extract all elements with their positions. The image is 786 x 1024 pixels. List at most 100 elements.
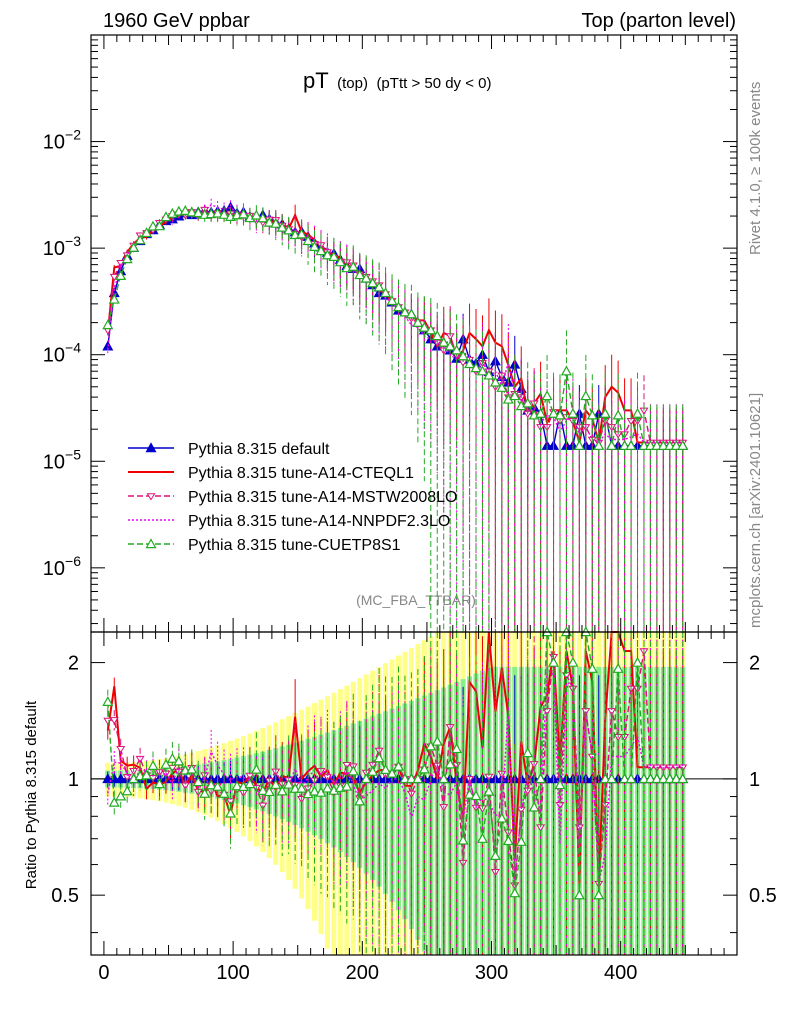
ratio-point: [263, 786, 275, 797]
data-point: [399, 306, 411, 317]
ratio-point: [599, 773, 611, 784]
x-tick-label: 0: [98, 962, 109, 984]
ratio-point: [386, 767, 398, 778]
legend-label: Pythia 8.315 tune-A14-CTEQL1: [188, 465, 414, 482]
ratio-point: [464, 788, 476, 799]
ratio-point: [670, 773, 682, 784]
data-point: [644, 439, 656, 450]
ratio-point: [173, 755, 185, 766]
y-tick-exponent: −5: [65, 446, 81, 462]
data-point: [657, 439, 669, 450]
ratio-point: [225, 807, 237, 818]
ratio-point: [509, 887, 521, 898]
data-point: [457, 350, 469, 361]
series-1: [102, 201, 689, 536]
y-tick-label: 10−6: [43, 553, 81, 580]
data-point: [554, 409, 566, 420]
ratio-point: [451, 743, 463, 754]
data-point: [599, 407, 611, 418]
ratio-point: [166, 752, 178, 763]
y-tick-base: 10: [43, 558, 65, 580]
rivet-label: Rivet 4.1.0, ≥ 100k events: [747, 82, 764, 255]
ratio-point: [619, 773, 631, 784]
data-point: [115, 270, 127, 281]
data-point: [425, 324, 437, 335]
series-line-3: [107, 208, 683, 444]
ratio-point: [483, 785, 495, 796]
ratio-point: [141, 769, 153, 780]
data-point: [560, 365, 572, 376]
ratio-point: [321, 782, 333, 793]
ratio-point: [103, 717, 113, 725]
ratio-point: [496, 812, 508, 823]
data-point: [651, 439, 663, 450]
data-point: [141, 227, 153, 238]
legend-label: Pythia 8.315 tune-CUETP8S1: [188, 537, 401, 554]
ratio-point: [153, 778, 165, 789]
ratio-point: [392, 760, 405, 771]
data-point: [283, 224, 295, 235]
ratio-point: [231, 780, 243, 791]
data-point: [250, 209, 262, 220]
ratio-point: [121, 785, 133, 796]
ratio-y-tick-label: 1: [68, 769, 79, 791]
y-tick-exponent: −2: [65, 127, 81, 143]
ratio-point: [360, 773, 372, 784]
data-point: [276, 221, 288, 232]
ratio-point: [631, 656, 644, 667]
title-sub: (top): [337, 75, 368, 92]
ratio-point: [308, 785, 321, 796]
ratio-point: [476, 832, 488, 843]
ratio-point: [354, 795, 366, 806]
data-point: [347, 260, 359, 271]
mcplots-label: mcplots.cern.ch [arXiv:2401.10621]: [747, 393, 764, 628]
data-point: [541, 390, 553, 401]
data-point: [470, 362, 482, 373]
data-point: [586, 409, 598, 420]
y-tick-label: 10−4: [43, 340, 81, 367]
ratio-point: [289, 782, 301, 793]
ratio-point: [528, 801, 540, 812]
ratio-point: [373, 752, 385, 763]
data-point: [334, 256, 346, 267]
ratio-y-tick-label-right: 1: [749, 769, 760, 791]
legend-entry: Pythia 8.315 default: [128, 441, 330, 458]
main-plot-area: [102, 198, 689, 632]
title-main: pT: [303, 68, 329, 93]
ratio-point: [199, 787, 211, 798]
data-point: [263, 216, 275, 227]
ratio-point: [554, 779, 566, 790]
legend-entry: Pythia 8.315 tune-A14-NNPDF2.3LO: [128, 513, 450, 530]
ratio-y-tick-label-right: 2: [749, 653, 760, 675]
ratio-line-4: [107, 667, 683, 886]
data-point: [548, 407, 560, 418]
ratio-point: [212, 780, 224, 791]
ratio-point: [644, 773, 656, 784]
ratio-point: [418, 763, 430, 774]
y-tick-base: 10: [43, 345, 65, 367]
data-point: [392, 301, 405, 312]
ratio-point: [347, 765, 359, 776]
ratio-point: [412, 773, 424, 784]
ratio-point: [431, 735, 443, 746]
series-line-1: [107, 206, 683, 447]
ratio-point: [593, 889, 605, 900]
y-tick-exponent: −4: [65, 340, 81, 356]
ratio-point: [399, 773, 411, 784]
y-tick-exponent: −3: [65, 233, 81, 249]
data-point: [212, 207, 224, 218]
ratio-series-5: [102, 626, 689, 955]
data-point: [464, 358, 476, 369]
ratio-point: [638, 773, 650, 784]
ratio-point: [116, 745, 126, 754]
header-process: Top (parton level): [581, 10, 736, 32]
data-point: [670, 439, 682, 450]
ratio-point: [218, 787, 230, 798]
header-energy: 1960 GeV ppbar: [103, 10, 250, 32]
ratio-point: [664, 773, 676, 784]
ratio-plot-area: [91, 626, 737, 955]
data-point: [321, 249, 333, 260]
x-tick-label: 200: [346, 962, 379, 984]
data-point: [328, 251, 340, 261]
ratio-point: [367, 765, 379, 776]
